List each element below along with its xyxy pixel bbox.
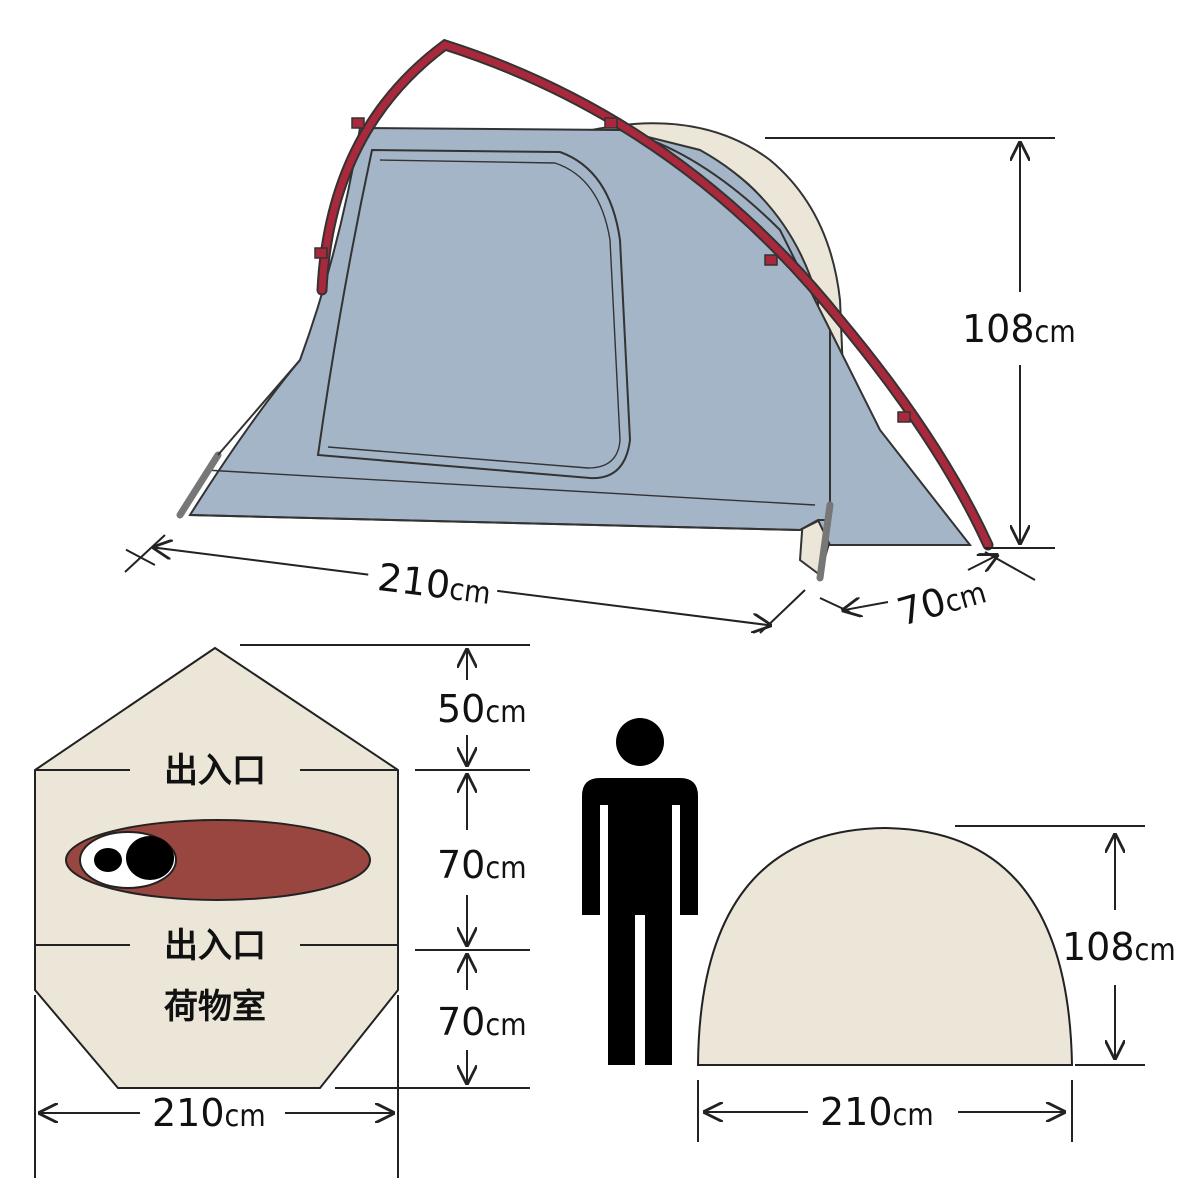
perspective-length-dimension: 210cm	[125, 523, 772, 653]
storage-room-label: 荷物室	[164, 987, 266, 1027]
perspective-width-label: 70cm	[892, 568, 990, 635]
perspective-length-label: 210cm	[375, 555, 493, 613]
perspective-width-dimension: 70cm	[819, 551, 1036, 635]
entrance-bottom-label: 出入口	[164, 926, 266, 966]
sleeping-bag-icon	[65, 819, 371, 901]
perspective-height-label: 108cm	[962, 307, 1076, 351]
perspective-height-dimension: 108cm	[765, 137, 1076, 549]
floor-plan-depth-dimensions: 50cm 70cm 70cm	[240, 644, 530, 1089]
floor-plan: 出入口 出入口 荷物室	[34, 646, 399, 1089]
side-view-height-label: 108cm	[1062, 925, 1176, 969]
side-view-width-label: 210cm	[820, 1090, 934, 1134]
tent-perspective-illustration	[176, 38, 994, 582]
tent-main-body	[188, 126, 831, 532]
floor-plan-width-dimension: 210cm	[34, 995, 399, 1178]
vestibule-front-label: 50cm	[437, 687, 527, 731]
inner-depth-label: 70cm	[437, 843, 527, 887]
side-view-outline	[696, 826, 1074, 1066]
vestibule-rear-label: 70cm	[437, 1000, 527, 1044]
person-silhouette-icon	[582, 718, 698, 1065]
floor-plan-width-label: 210cm	[152, 1091, 266, 1135]
side-view-dome: 108cm 210cm	[696, 825, 1176, 1142]
entrance-top-label: 出入口	[164, 751, 266, 791]
tent-door-outline	[316, 148, 632, 480]
